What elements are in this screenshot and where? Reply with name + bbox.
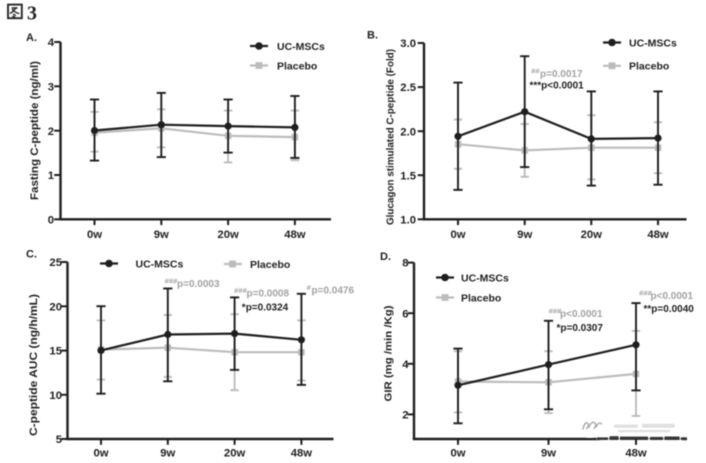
svg-text:B.: B.: [367, 30, 378, 42]
svg-text:2: 2: [48, 126, 54, 138]
svg-text:A.: A.: [26, 32, 37, 44]
svg-text:##: ##: [531, 67, 540, 76]
svg-text:9w: 9w: [160, 448, 175, 460]
svg-text:2: 2: [402, 410, 408, 422]
svg-text:p=0.0017: p=0.0017: [540, 69, 583, 80]
svg-text:9w: 9w: [517, 229, 532, 241]
svg-text:20w: 20w: [217, 229, 239, 241]
svg-text:GIR (mg /min /Kg): GIR (mg /min /Kg): [383, 306, 395, 402]
svg-text:###: ###: [639, 289, 652, 298]
svg-text:D.: D.: [380, 251, 391, 263]
svg-text:0w: 0w: [93, 448, 108, 460]
svg-text:C.: C.: [26, 249, 37, 261]
svg-text:Placebo: Placebo: [277, 60, 317, 72]
svg-text:4: 4: [48, 37, 55, 49]
svg-text:0w: 0w: [450, 229, 465, 241]
svg-text:C-peptide AUC (ng/h/mL): C-peptide AUC (ng/h/mL): [28, 294, 40, 436]
svg-text:UC-MSCs: UC-MSCs: [136, 258, 184, 270]
svg-text:25: 25: [49, 257, 62, 269]
svg-text:###: ###: [234, 286, 247, 295]
svg-text:9w: 9w: [154, 229, 169, 241]
svg-text:10: 10: [49, 390, 62, 402]
svg-text:0: 0: [48, 214, 54, 226]
svg-text:3: 3: [27, 3, 37, 25]
svg-text:5: 5: [56, 434, 62, 446]
svg-text:Placebo: Placebo: [461, 292, 501, 304]
svg-text:15: 15: [49, 346, 62, 358]
svg-text:p=0.0003: p=0.0003: [177, 279, 220, 290]
svg-text:3.0: 3.0: [400, 38, 416, 50]
svg-text:0w: 0w: [450, 448, 465, 460]
svg-text:4: 4: [402, 359, 409, 371]
svg-text:UC-MSCs: UC-MSCs: [461, 272, 509, 284]
svg-text:6: 6: [402, 308, 408, 320]
svg-text:48w: 48w: [647, 229, 669, 241]
svg-text:1.5: 1.5: [400, 170, 416, 182]
svg-text:Placebo: Placebo: [629, 61, 669, 73]
svg-text:Fasting C-peptide (ng/ml): Fasting C-peptide (ng/ml): [29, 61, 41, 200]
svg-text:UC-MSCs: UC-MSCs: [629, 37, 677, 49]
svg-text:p=0.0008: p=0.0008: [247, 289, 290, 300]
svg-text:48w: 48w: [291, 448, 313, 460]
svg-text:2.5: 2.5: [400, 82, 416, 94]
svg-text:Glucagon stimulated C-peptide: Glucagon stimulated C-peptide (Fold): [385, 49, 397, 225]
svg-text:20w: 20w: [224, 448, 246, 460]
svg-text:**p=0.0040: **p=0.0040: [644, 304, 695, 315]
svg-text:20w: 20w: [581, 229, 603, 241]
svg-text:Placebo: Placebo: [250, 259, 290, 271]
svg-text:8: 8: [402, 258, 408, 270]
svg-text:*p=0.0324: *p=0.0324: [242, 303, 289, 314]
svg-text:***p<0.0001: ***p<0.0001: [530, 81, 585, 92]
svg-text:p<0.0001: p<0.0001: [651, 291, 694, 302]
svg-text:0w: 0w: [87, 229, 102, 241]
svg-text:*p=0.0307: *p=0.0307: [557, 323, 604, 334]
svg-text:###: ###: [549, 307, 562, 316]
svg-text:48w: 48w: [284, 229, 306, 241]
svg-text:48w: 48w: [625, 448, 647, 460]
svg-text:2.0: 2.0: [400, 126, 416, 138]
svg-text:p=0.0476: p=0.0476: [312, 286, 355, 297]
svg-text:p<0.0001: p<0.0001: [560, 309, 603, 320]
svg-text:###: ###: [165, 277, 178, 286]
svg-text:UC-MSCs: UC-MSCs: [277, 41, 325, 53]
svg-text:1: 1: [48, 170, 54, 182]
svg-text:20: 20: [49, 301, 62, 313]
svg-text:1.0: 1.0: [400, 214, 416, 226]
svg-text:9w: 9w: [541, 448, 556, 460]
svg-text:#: #: [307, 283, 312, 292]
svg-text:3: 3: [48, 81, 54, 93]
